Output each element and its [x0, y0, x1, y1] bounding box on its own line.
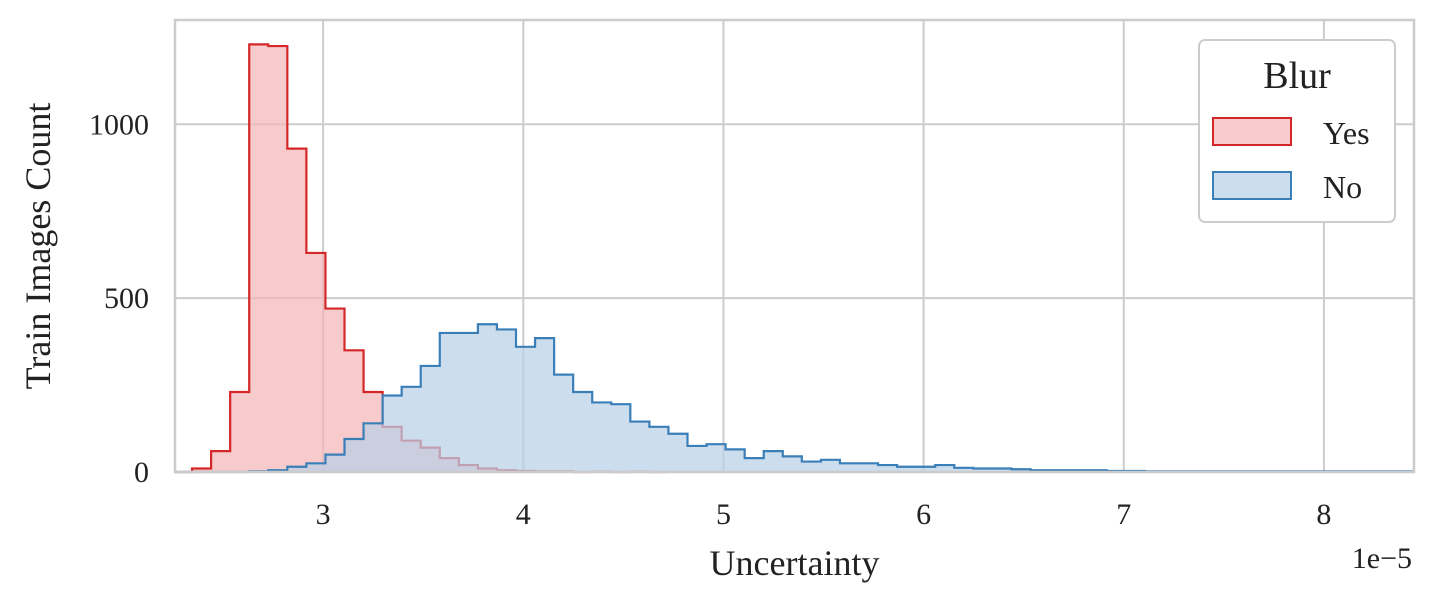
- y-tick-label: 1000: [89, 108, 149, 141]
- y-axis-label: Train Images Count: [18, 103, 58, 390]
- legend: Blur Yes No: [1198, 39, 1396, 223]
- y-tick-label: 0: [134, 456, 149, 489]
- area-yes: [175, 44, 669, 472]
- plot-frame: [173, 18, 1416, 474]
- x-tick-label: 6: [916, 498, 931, 531]
- tick-labels: 3 4 5 6 7 8 0 500 1000: [89, 108, 1331, 531]
- x-axis-label: Uncertainty: [710, 543, 880, 583]
- x-tick-label: 8: [1316, 498, 1331, 531]
- legend-label-no: No: [1323, 169, 1362, 205]
- x-tick-label: 3: [316, 498, 331, 531]
- legend-swatch-yes: [1212, 117, 1292, 146]
- y-tick-label: 500: [104, 282, 149, 315]
- x-tick-label: 7: [1116, 498, 1131, 531]
- x-tick-label: 4: [516, 498, 531, 531]
- legend-title: Blur: [1263, 55, 1331, 97]
- legend-swatch-no: [1212, 171, 1292, 200]
- legend-label-yes: Yes: [1323, 115, 1370, 151]
- x-offset-label: 1e−5: [1352, 542, 1412, 575]
- area-no: [175, 324, 1412, 472]
- x-tick-label: 5: [716, 498, 731, 531]
